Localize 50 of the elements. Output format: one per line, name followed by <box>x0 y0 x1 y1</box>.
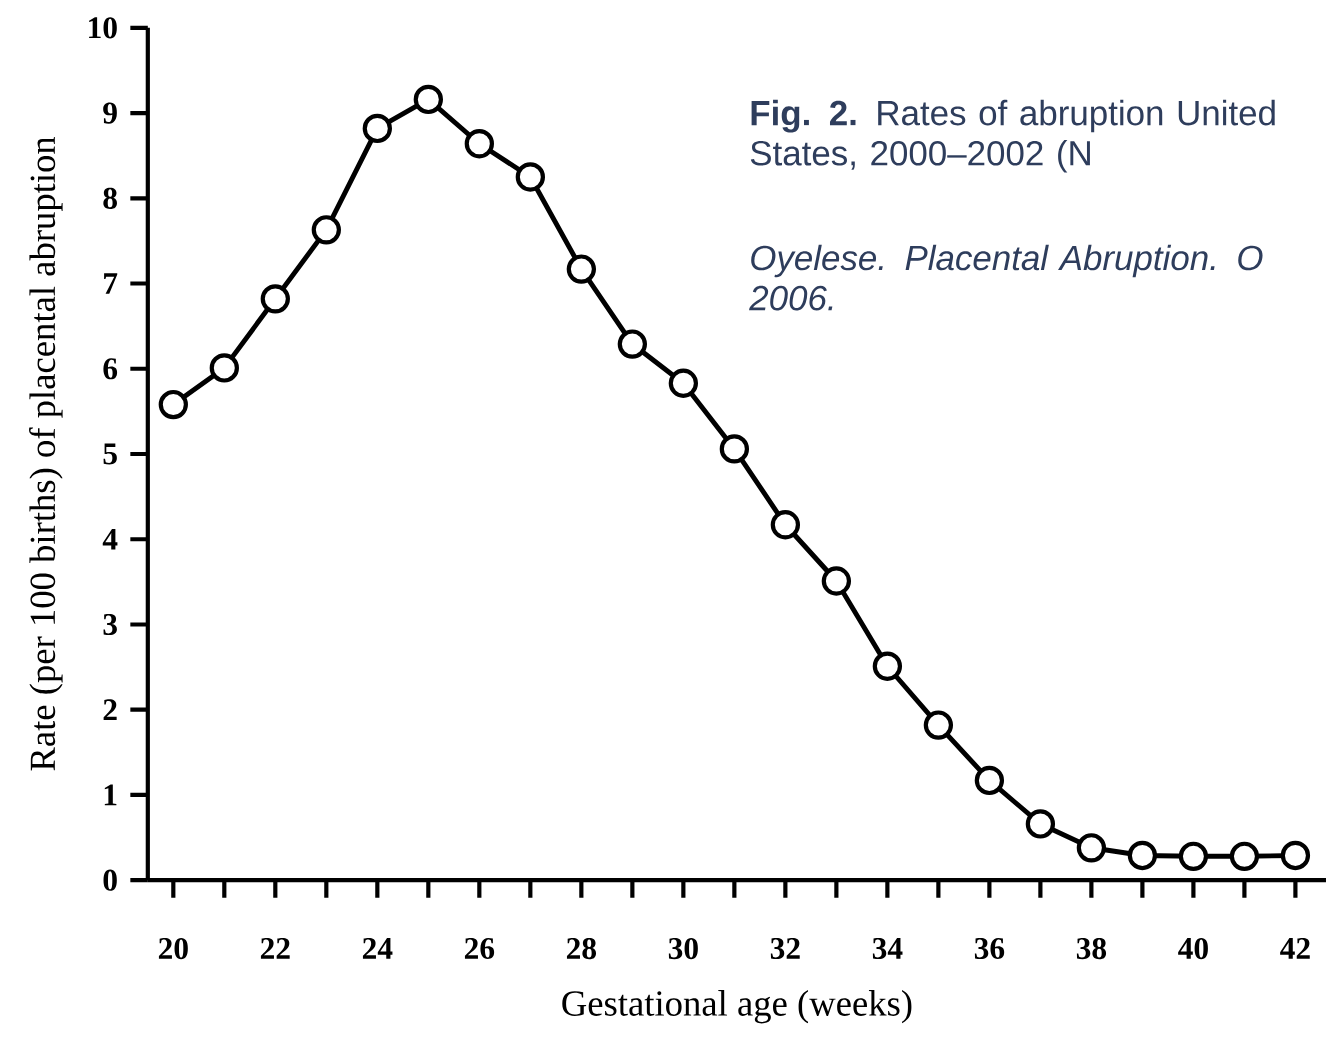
point <box>1229 841 1260 871</box>
point <box>260 284 290 314</box>
point <box>668 368 699 398</box>
point <box>1178 841 1209 871</box>
point <box>413 84 444 115</box>
x-tick-label: 24 <box>362 937 393 959</box>
y-tick-label: 8 <box>103 187 117 209</box>
x-tick-label: 34 <box>872 937 903 960</box>
point <box>974 765 1005 796</box>
y-axis-title: Rate (per 100 births) of placental abruption <box>29 136 63 771</box>
x-tick-label: 38 <box>1076 937 1107 960</box>
y-tick-label: 2 <box>103 699 117 721</box>
y-tick-label: 10 <box>89 17 117 39</box>
annotation: Fig. 2. Rates of abruption United States, 2000–2002 (N <box>750 99 1275 173</box>
y-tick-label: 9 <box>103 102 117 124</box>
y-tick-label: 4 <box>102 528 118 550</box>
annotation: Oyelese. Placental Abruption. O 2006. <box>749 244 1263 311</box>
point <box>617 329 648 359</box>
point <box>770 510 801 540</box>
y-tick-label: 3 <box>103 613 117 636</box>
point <box>464 129 495 159</box>
point <box>311 215 341 245</box>
x-tick-label: 36 <box>974 937 1005 960</box>
y-tick-label: 6 <box>103 358 118 380</box>
point <box>1280 840 1311 871</box>
point <box>158 389 188 420</box>
point <box>1076 833 1107 863</box>
x-tick-label: 32 <box>770 937 800 960</box>
point <box>719 434 750 464</box>
x-tick-label: 20 <box>158 937 188 960</box>
y-tick-label: 5 <box>103 443 117 465</box>
point <box>923 710 954 740</box>
y-tick-label: 0 <box>103 869 117 891</box>
x-tick-label: 40 <box>1178 937 1208 960</box>
x-tick-label: 22 <box>260 937 290 959</box>
point <box>566 254 597 284</box>
point <box>1025 809 1056 839</box>
point <box>1127 840 1158 871</box>
y-tick-label: 7 <box>104 273 118 294</box>
x-axis-title: Gestational age (weeks) <box>562 990 912 1024</box>
x-tick-label: 30 <box>668 937 698 960</box>
x-tick-label: 26 <box>464 937 495 960</box>
point <box>872 651 903 681</box>
point <box>209 353 239 383</box>
point <box>515 162 546 192</box>
point <box>821 566 852 596</box>
point <box>362 113 392 144</box>
x-tick-label: 42 <box>1280 937 1310 959</box>
y-tick-label: 1 <box>104 784 117 806</box>
x-tick-label: 28 <box>566 937 597 960</box>
